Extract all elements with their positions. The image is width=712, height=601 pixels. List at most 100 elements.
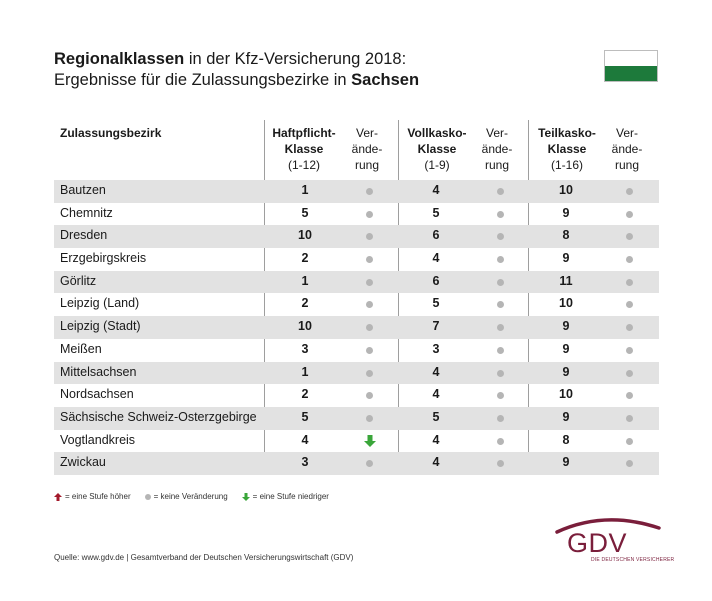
- gdv-logo-subtext: DIE DEUTSCHEN VERSICHERER: [591, 557, 675, 563]
- teil-class-value: 8: [562, 432, 570, 447]
- table-row: Chemnitz 5 5 9: [54, 203, 659, 226]
- voll-class-value: 4: [432, 455, 440, 470]
- haft-class-value: 5: [301, 205, 309, 220]
- teil-class-value: 9: [562, 319, 570, 334]
- voll-class-value: 4: [432, 387, 440, 402]
- column-header-haftpflicht: Haftpflicht- Klasse (1-12): [266, 125, 342, 173]
- haft-class-value: 10: [298, 228, 312, 243]
- voll-class-value: 4: [432, 251, 440, 266]
- teil-class-value: 10: [559, 183, 573, 197]
- header-line: rung: [354, 158, 380, 172]
- no-change-dot-icon: [626, 346, 633, 354]
- table-row: Erzgebirgskreis 2 4 9: [54, 248, 659, 271]
- table-row: Bautzen 1 4 10: [54, 180, 659, 203]
- no-change-dot-icon: [366, 188, 373, 195]
- haft-class-value: 1: [301, 183, 309, 197]
- haft-class-value: 2: [301, 296, 309, 311]
- header-line: Ver-: [485, 126, 508, 140]
- voll-class-value: 4: [432, 364, 440, 379]
- header-line: ände-: [351, 142, 383, 156]
- haft-class-value: 10: [298, 319, 312, 334]
- table-row: Mittelsachsen 1 4 9: [54, 361, 659, 385]
- column-header-vollkasko: Vollkasko- Klasse (1-9): [401, 125, 473, 173]
- district-name: Zwickau: [60, 455, 106, 470]
- no-change-dot-icon: [497, 278, 504, 286]
- table-row: Zwickau 3 4 9: [54, 452, 659, 475]
- header-line: (1-9): [424, 158, 450, 172]
- legend: = eine Stufe höher = keine Veränderung =…: [54, 492, 343, 501]
- header-line: ände-: [611, 142, 643, 156]
- header-line: (1-16): [550, 158, 583, 172]
- table-row: Meißen 3 3 9: [54, 339, 659, 362]
- header-line: (1-12): [287, 158, 320, 172]
- voll-class-value: 3: [432, 341, 440, 356]
- arrow-down-icon: [241, 492, 250, 501]
- voll-class-value: 6: [432, 273, 440, 288]
- no-change-dot-icon: [497, 460, 504, 468]
- legend-up-label: = eine Stufe höher: [65, 492, 131, 501]
- no-change-dot-icon: [497, 324, 504, 332]
- teil-class-value: 9: [562, 409, 570, 424]
- header-line: Klasse: [417, 142, 457, 156]
- no-change-dot-icon: [626, 324, 633, 332]
- arrow-up-icon: [54, 492, 62, 501]
- voll-class-value: 5: [432, 409, 440, 424]
- legend-none-label: = keine Veränderung: [153, 492, 228, 501]
- district-name: Leipzig (Land): [60, 296, 140, 311]
- no-change-dot-icon: [366, 233, 373, 241]
- teil-class-value: 8: [562, 228, 570, 243]
- district-name: Meißen: [60, 341, 102, 356]
- source-note: Quelle: www.gdv.de | Gesamtverband der D…: [54, 553, 354, 562]
- header-line: Klasse: [284, 142, 324, 156]
- header-line: Haftpflicht-: [272, 126, 336, 140]
- column-header-district: Zulassungsbezirk: [60, 126, 162, 140]
- legend-none: = keine Veränderung: [144, 492, 228, 501]
- table-row: Leipzig (Land) 2 5 10: [54, 293, 659, 316]
- no-change-dot-icon: [497, 392, 504, 400]
- no-change-dot-icon: [366, 369, 373, 377]
- no-change-dot-icon: [366, 210, 373, 218]
- header-line: Ver-: [355, 126, 378, 140]
- teil-class-value: 9: [562, 341, 570, 356]
- district-name: Görlitz: [60, 273, 97, 288]
- title-part: in der Kfz-Versicherung 2018:: [184, 50, 407, 68]
- title-bold-part: Regionalklassen: [54, 50, 185, 68]
- no-change-dot-icon: [497, 256, 504, 264]
- subtitle-bold-part: Sachsen: [351, 71, 420, 89]
- voll-class-value: 4: [432, 432, 440, 447]
- header-line: ände-: [481, 142, 513, 156]
- district-name: Bautzen: [60, 183, 106, 197]
- table-row: Vogtlandkreis 4 4 8: [54, 430, 659, 453]
- column-header-teilkasko: Teilkasko- Klasse (1-16): [531, 125, 603, 173]
- teil-class-value: 11: [559, 273, 573, 288]
- column-divider: [528, 120, 529, 472]
- arrow-down-icon: [363, 434, 376, 447]
- no-change-dot-icon: [497, 369, 504, 377]
- no-change-dot-icon: [366, 346, 373, 354]
- gdv-logo-icon: [555, 518, 661, 534]
- flag-white-band: [605, 51, 657, 66]
- table-row: Leipzig (Stadt) 10 7 9: [54, 316, 659, 339]
- teil-class-value: 9: [562, 364, 570, 379]
- no-change-dot-icon: [626, 233, 633, 241]
- page-title: Regionalklassen in der Kfz-Versicherung …: [54, 49, 419, 91]
- no-change-dot-icon: [497, 210, 504, 218]
- no-change-dot-icon: [366, 301, 373, 309]
- legend-up: = eine Stufe höher: [54, 492, 131, 501]
- haft-class-value: 1: [301, 273, 309, 288]
- haft-class-value: 4: [301, 432, 309, 447]
- header-line: Vollkasko-: [407, 126, 467, 140]
- flag-green-band: [605, 66, 657, 81]
- subtitle-part: Ergebnisse für die Zulassungsbezirke in: [54, 71, 352, 89]
- voll-class-value: 7: [432, 319, 440, 334]
- districts-table: Bautzen 1 4 10 Chemnitz 5 5 9 Dresden 10 6 8 Erzgebi…: [54, 180, 659, 475]
- haft-class-value: 2: [301, 251, 309, 266]
- haft-class-value: 5: [301, 409, 309, 424]
- column-header-change-3: Ver- ände- rung: [604, 125, 650, 173]
- haft-class-value: 3: [301, 455, 309, 470]
- haft-class-value: 2: [301, 387, 309, 402]
- gdv-logo-text: GDV: [567, 528, 628, 558]
- no-change-dot-icon: [497, 301, 504, 309]
- teil-class-value: 9: [562, 205, 570, 220]
